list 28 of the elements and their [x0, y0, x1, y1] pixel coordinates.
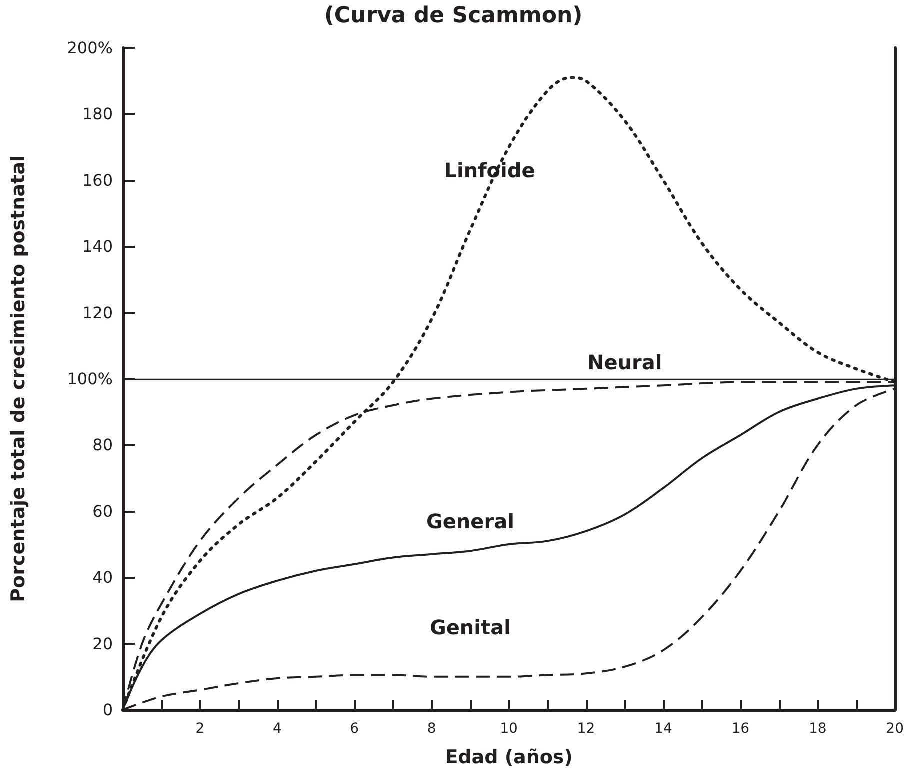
chart-title: (Curva de Scammon)	[324, 4, 583, 28]
x-axis-title: Edad (años)	[445, 746, 573, 768]
y-axis-title: Porcentaje total de crecimiento postnatal	[8, 156, 30, 602]
y-tick-label: 40	[92, 568, 113, 588]
y-tick-label: 140	[82, 237, 113, 256]
series-label: Linfoide	[444, 158, 536, 182]
y-tick-label: 120	[82, 303, 113, 322]
series-label: Neural	[587, 350, 662, 374]
y-tick-label: 60	[92, 502, 113, 521]
x-tick-label: 4	[272, 721, 282, 737]
x-tick-label: 18	[808, 721, 827, 737]
x-tick-label: 6	[350, 721, 360, 737]
x-tick-label: 12	[577, 721, 596, 737]
y-tick-label: 20	[92, 634, 113, 654]
y-tick-label: 100%	[67, 370, 113, 388]
series-label: General	[426, 509, 514, 534]
y-tick-label: 200%	[67, 38, 113, 58]
x-tick-label: 16	[732, 721, 750, 737]
x-tick-label: 20	[886, 721, 904, 737]
y-tick-label: 0	[102, 700, 113, 720]
x-tick-label: 2	[196, 721, 205, 737]
y-tick-label: 160	[82, 170, 113, 190]
x-tick-label: 10	[500, 721, 518, 737]
x-tick-label: 8	[427, 721, 436, 737]
series-label: Genital	[430, 615, 511, 640]
x-tick-label: 14	[654, 721, 672, 737]
y-tick-label: 80	[92, 436, 113, 455]
y-tick-label: 180	[82, 104, 113, 124]
